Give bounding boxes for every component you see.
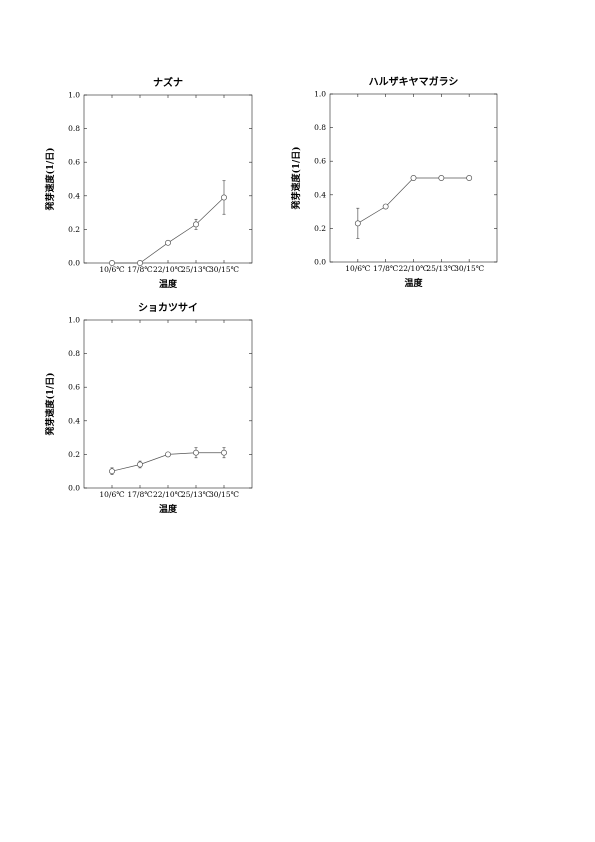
data-point — [410, 175, 417, 181]
y-tick-label: 1.0 — [314, 90, 326, 99]
x-tick-label: 25/13℃ — [181, 265, 211, 274]
y-axis-label: 発芽速度(1/日) — [44, 147, 56, 211]
chart-panel-1: ナズナ 0.0 0.2 0.4 0.6 0.8 1.0 10/6℃ 17/8℃ 22/10℃25/… — [44, 76, 253, 290]
y-tick-label: 0.2 — [314, 224, 326, 233]
data-point — [221, 449, 227, 456]
data-point — [354, 220, 361, 227]
data-point — [137, 461, 143, 468]
chart-title: ナズナ — [153, 76, 183, 89]
x-tick-label: 25/13℃ — [181, 490, 211, 499]
x-axis-label: 温度 — [404, 277, 423, 289]
data-point — [137, 260, 143, 266]
data-point — [221, 194, 227, 201]
data-point — [109, 260, 115, 266]
y-tick-label: 0.2 — [68, 225, 80, 234]
x-tick-label: 17/8℃ — [127, 265, 152, 274]
x-axis-label: 温度 — [159, 278, 178, 290]
data-point — [109, 468, 115, 475]
x-tick-label: 10/6℃ — [99, 490, 124, 499]
x-axis-label: 温度 — [159, 503, 178, 515]
x-tick-label: 30/15℃ — [454, 264, 484, 273]
plot-frame — [83, 319, 253, 489]
data-point — [165, 239, 171, 246]
y-tick-label: 0.6 — [68, 383, 80, 392]
data-point — [466, 175, 473, 181]
y-axis-label: 発芽速度(1/日) — [44, 372, 56, 436]
y-tick-label: 0.8 — [68, 124, 80, 133]
x-tick-label: 30/15℃ — [209, 265, 239, 274]
chart-title: ハルザキヤマガラシ — [369, 75, 459, 88]
y-tick-label: 0.4 — [68, 191, 80, 200]
y-tick-label: 0.6 — [68, 158, 80, 167]
y-tick-label: 0.0 — [68, 259, 80, 268]
plot-frame — [83, 94, 253, 264]
x-tick-label: 17/8℃ — [127, 490, 152, 499]
y-tick-label: 0.4 — [68, 416, 80, 425]
y-tick-label: 1.0 — [68, 316, 80, 325]
x-tick-label: 22/10℃ — [398, 264, 428, 273]
x-tick-label: 22/10℃ — [153, 265, 183, 274]
series-line — [112, 197, 225, 264]
x-tick-label: 10/6℃ — [99, 265, 124, 274]
data-point — [438, 175, 445, 181]
chart-panel-3: ショカツサイ 0.0 0.2 0.4 0.6 0.8 1.0 10/6℃ 17/8℃ 22/10℃… — [44, 302, 253, 515]
y-tick-label: 1.0 — [68, 91, 80, 100]
y-tick-label: 0.4 — [314, 190, 326, 199]
y-tick-label: 0.2 — [68, 450, 80, 459]
data-point — [193, 449, 199, 456]
chart-title: ショカツサイ — [138, 302, 198, 314]
data-point — [165, 451, 171, 458]
y-tick-label: 0.8 — [314, 123, 326, 132]
y-tick-label: 0.0 — [314, 258, 326, 267]
x-tick-label: 30/15℃ — [209, 490, 239, 499]
data-point — [382, 203, 389, 210]
x-tick-label: 10/6℃ — [345, 264, 370, 273]
y-axis-label: 発芽速度(1/日) — [290, 146, 302, 210]
x-tick-label: 17/8℃ — [373, 264, 398, 273]
x-tick-label: 22/10℃ — [153, 490, 183, 499]
series-line — [357, 177, 470, 224]
y-tick-label: 0.6 — [314, 157, 326, 166]
data-point — [193, 221, 199, 228]
x-tick-label: 25/13℃ — [426, 264, 456, 273]
y-tick-label: 0.8 — [68, 349, 80, 358]
chart-panel-2: ハルザキヤマガラシ 0.0 0.2 0.4 0.6 0.8 1.0 10/6℃ 17/8℃ 22/… — [290, 75, 498, 289]
y-tick-label: 0.0 — [68, 484, 80, 493]
